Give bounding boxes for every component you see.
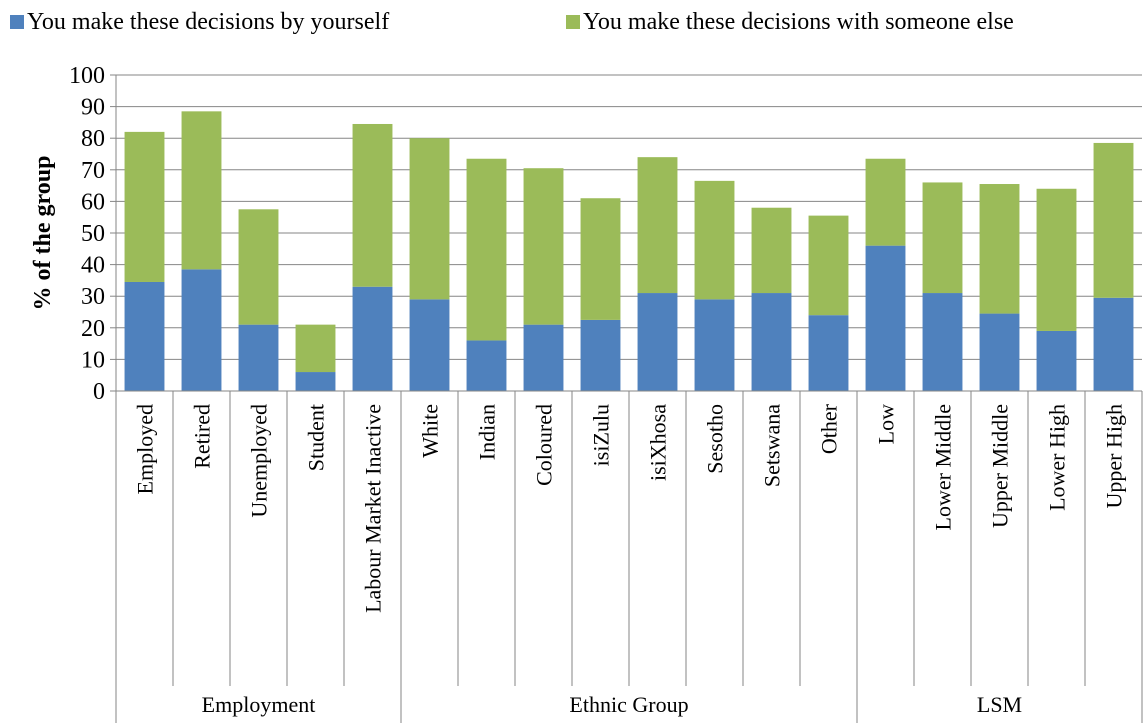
legend-swatch-1 <box>10 15 24 29</box>
bars <box>124 111 1134 391</box>
bar-yourself-4 <box>295 372 336 391</box>
legend-swatch-2 <box>566 15 580 29</box>
y-tick-label-10: 10 <box>81 347 105 373</box>
y-tick-label-30: 30 <box>81 284 105 310</box>
bar-yourself-5 <box>352 286 393 391</box>
y-tick-label-70: 70 <box>81 158 105 184</box>
y-tick-label-100: 100 <box>69 63 105 89</box>
legend-label-1: You make these decisions by yourself <box>27 9 389 35</box>
bar-someone-else-5 <box>352 123 393 287</box>
x-category-label-4: Student <box>304 404 329 471</box>
bar-yourself-1 <box>124 281 165 391</box>
legend-label-2: You make these decisions with someone el… <box>583 9 1014 35</box>
y-axis-label-group: % of the group <box>30 156 56 311</box>
bar-someone-else-11 <box>694 180 735 300</box>
bar-someone-else-15 <box>922 182 963 294</box>
y-tick-label-20: 20 <box>81 316 105 342</box>
x-category-label-6: White <box>418 404 443 458</box>
x-category-label-2: Retired <box>190 404 215 469</box>
bar-yourself-11 <box>694 299 735 391</box>
axes <box>115 75 1143 686</box>
bar-yourself-6 <box>409 299 450 391</box>
bar-someone-else-14 <box>865 158 906 246</box>
x-group-label-2: Ethnic Group <box>569 692 688 717</box>
y-tick-label-60: 60 <box>81 189 105 215</box>
bar-yourself-16 <box>979 313 1020 391</box>
x-category-label-16: Upper Middle <box>988 404 1013 528</box>
bar-someone-else-7 <box>466 158 507 341</box>
x-category-label-7: Indian <box>475 404 500 460</box>
gridlines <box>116 74 1142 360</box>
bar-yourself-18 <box>1093 297 1134 391</box>
bar-yourself-10 <box>637 293 678 391</box>
x-category-label-1: Employed <box>133 404 158 494</box>
x-group-labels: Employment Ethnic Group LSM <box>115 686 1143 723</box>
x-category-label-10: isiXhosa <box>646 404 671 481</box>
x-category-label-18: Upper High <box>1102 404 1127 508</box>
bar-someone-else-9 <box>580 198 621 320</box>
bar-someone-else-10 <box>637 157 678 294</box>
bar-yourself-3 <box>238 324 279 391</box>
x-category-label-5: Labour Market Inactive <box>361 404 386 613</box>
x-category-label-11: Sesotho <box>703 404 728 474</box>
x-category-label-17: Lower High <box>1045 404 1070 511</box>
bar-someone-else-3 <box>238 209 279 325</box>
x-category-label-12: Setswana <box>760 404 785 487</box>
y-axis-label: % of the group <box>30 156 56 311</box>
bar-someone-else-13 <box>808 215 849 316</box>
x-category-label-14: Low <box>874 404 899 444</box>
bar-yourself-8 <box>523 324 564 391</box>
bar-yourself-14 <box>865 245 906 391</box>
y-tick-label-40: 40 <box>81 253 105 279</box>
y-ticks: 0 10 20 30 40 50 60 70 80 90 100 <box>69 63 116 405</box>
bar-yourself-17 <box>1036 330 1077 391</box>
x-category-label-3: Unemployed <box>247 404 272 518</box>
x-category-label-15: Lower Middle <box>931 404 956 530</box>
x-category-label-9: isiZulu <box>589 404 614 466</box>
x-category-label-13: Other <box>817 403 842 454</box>
legend: You make these decisions by yourself You … <box>10 9 1014 35</box>
y-tick-label-80: 80 <box>81 126 105 152</box>
bar-someone-else-8 <box>523 168 564 325</box>
bar-yourself-13 <box>808 315 849 391</box>
bar-someone-else-2 <box>181 111 222 270</box>
bar-yourself-15 <box>922 293 963 391</box>
bar-someone-else-16 <box>979 184 1020 314</box>
bar-yourself-2 <box>181 269 222 391</box>
bar-yourself-7 <box>466 340 507 391</box>
bar-someone-else-12 <box>751 207 792 294</box>
y-tick-label-0: 0 <box>93 379 105 405</box>
bar-someone-else-4 <box>295 324 336 373</box>
y-tick-label-90: 90 <box>81 95 105 121</box>
bar-someone-else-18 <box>1093 142 1134 298</box>
x-category-labels: Employed Retired Unemployed Student Labour M… <box>133 403 1127 613</box>
y-tick-label-50: 50 <box>81 221 105 247</box>
bar-someone-else-17 <box>1036 188 1077 331</box>
x-group-label-3: LSM <box>977 692 1022 717</box>
x-category-label-8: Coloured <box>532 404 557 486</box>
bar-yourself-12 <box>751 293 792 391</box>
bar-someone-else-1 <box>124 131 165 282</box>
bar-yourself-9 <box>580 319 621 391</box>
bar-someone-else-6 <box>409 138 450 300</box>
x-group-label-1: Employment <box>202 692 316 717</box>
